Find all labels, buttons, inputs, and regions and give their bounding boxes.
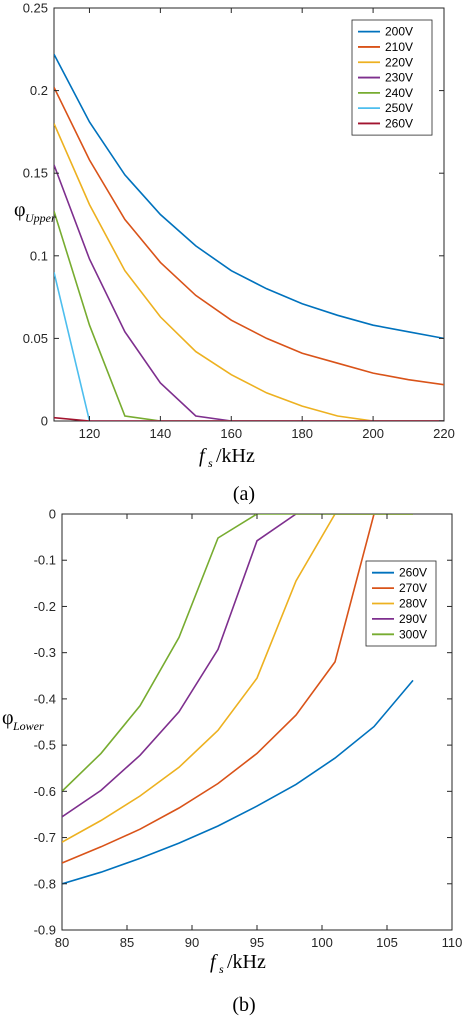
series-line-240v [54, 210, 444, 421]
legend-label-280v: 280V [399, 597, 427, 611]
legend-label-290v: 290V [399, 612, 427, 626]
x-tick-label: 95 [250, 935, 264, 950]
series-line-200v [54, 53, 444, 340]
legend-label-240v: 240V [385, 86, 413, 100]
chart-upper-phase: 120 140 160 180 200 220 0 0.05 0.1 0.15 0.2 0.25 20… [14, 1, 455, 506]
y-tick-label: 0 [49, 507, 56, 522]
y-tick-label: -0.2 [34, 599, 56, 614]
y-tick-label: 0 [41, 414, 48, 429]
legend-label-220v: 220V [385, 55, 413, 69]
plot-a-ylabel-subscript: Upper [25, 211, 56, 225]
legend-label-200v: 200V [385, 25, 413, 39]
chart-lower-phase: 80 85 90 95 100 105 110 0 -0.1 -0.2 -0.3 -0.4 -0.5 -0… [2, 507, 462, 1017]
legend-label-260v: 260V [399, 566, 427, 580]
x-tick-label: 110 [442, 935, 463, 950]
series-line-290v [62, 514, 413, 818]
x-tick-label: 220 [433, 426, 455, 441]
series-line-230v [54, 164, 444, 421]
plot-a-xlabel-unit: /kHz [216, 445, 255, 467]
series-line-210v [54, 86, 444, 386]
legend-label-260v: 260V [385, 116, 413, 130]
plot-b-series-lines [62, 514, 414, 885]
plot-b-xlabel-symbol: f [210, 951, 218, 973]
y-tick-label: 0.1 [30, 248, 48, 263]
x-tick-label: 180 [291, 426, 313, 441]
plot-a-series-lines [54, 53, 444, 421]
y-tick-label: -0.1 [34, 553, 56, 568]
x-tick-label: 80 [55, 935, 69, 950]
y-tick-label: -0.4 [34, 691, 56, 706]
y-tick-label: -0.5 [34, 738, 56, 753]
y-tick-label: -0.3 [34, 645, 56, 660]
legend-label-300v: 300V [399, 627, 427, 641]
legend-label-270v: 270V [399, 581, 427, 595]
x-tick-label: 200 [362, 426, 384, 441]
y-tick-label: 0.05 [23, 331, 48, 346]
y-tick-label: 0.2 [30, 83, 48, 98]
plot-a-ylabel-symbol: φ [14, 199, 26, 221]
series-line-260v [62, 679, 414, 885]
legend-label-250v: 250V [385, 101, 413, 115]
plot-b-ylabel-symbol: φ [2, 707, 14, 729]
x-tick-label: 105 [376, 935, 398, 950]
x-tick-label: 90 [185, 935, 199, 950]
x-tick-label: 85 [120, 935, 134, 950]
legend-label-230v: 230V [385, 71, 413, 85]
series-line-220v [54, 123, 444, 421]
plot-b-caption: (b) [232, 994, 255, 1016]
y-tick-label: 0.25 [23, 1, 48, 16]
plot-b-ylabel-subscript: Lower [12, 719, 44, 733]
x-tick-label: 140 [150, 426, 172, 441]
series-line-300v [62, 514, 413, 792]
x-tick-label: 120 [79, 426, 101, 441]
plot-a-caption: (a) [233, 483, 255, 505]
y-tick-label: -0.9 [34, 923, 56, 938]
plot-a-xlabel-symbol: f [199, 445, 207, 467]
series-line-270v [62, 514, 375, 864]
plot-b-xlabel-subscript: s [219, 962, 224, 976]
y-tick-label: -0.6 [34, 784, 56, 799]
plot-a-ticks: 120 140 160 180 200 220 0 0.05 0.1 0.15 0.2 0.25 [23, 1, 455, 442]
plot-a-xlabel-subscript: s [208, 456, 213, 470]
x-tick-label: 160 [220, 426, 242, 441]
y-tick-label: -0.8 [34, 876, 56, 891]
legend-label-210v: 210V [385, 40, 413, 54]
x-tick-label: 100 [311, 935, 333, 950]
plot-b-ticks: 80 85 90 95 100 105 110 0 -0.1 -0.2 -0.3 -0.4 -0.5 -0… [34, 507, 463, 951]
plot-b-xlabel-unit: /kHz [227, 951, 266, 973]
y-tick-label: -0.7 [34, 830, 56, 845]
series-line-280v [62, 514, 413, 843]
y-tick-label: 0.15 [23, 166, 48, 181]
